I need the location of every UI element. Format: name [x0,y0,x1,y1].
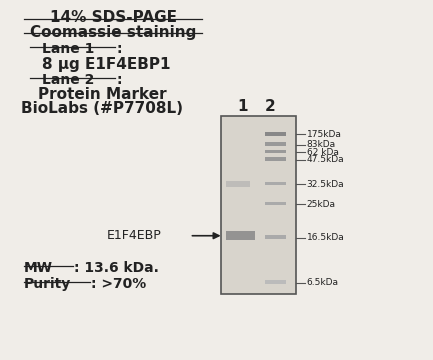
Text: Purity: Purity [24,277,71,291]
Text: 83kDa: 83kDa [307,140,336,149]
Text: Lane 1: Lane 1 [42,42,95,57]
Text: Coomassie staining: Coomassie staining [30,24,196,40]
Bar [221,116,296,294]
Text: 8 μg E1F4EBP1: 8 μg E1F4EBP1 [42,57,171,72]
Bar [265,202,285,205]
Text: 16.5kDa: 16.5kDa [307,233,345,242]
Text: 47.5kDa: 47.5kDa [307,155,344,164]
Text: : 13.6 kDa.: : 13.6 kDa. [74,261,159,275]
Text: :: : [116,73,122,87]
Bar [265,143,285,146]
Text: Lane 2: Lane 2 [42,73,95,87]
Bar [265,132,285,136]
Bar [265,235,285,239]
Text: MW: MW [24,261,53,275]
Text: 14% SDS-PAGE: 14% SDS-PAGE [49,10,177,25]
Bar [226,181,250,187]
Text: 1: 1 [237,99,248,114]
Text: 62 kDa: 62 kDa [307,148,339,157]
Text: E1F4EBP: E1F4EBP [107,229,162,242]
Text: 2: 2 [265,99,275,114]
Text: 6.5kDa: 6.5kDa [307,278,339,287]
Bar [265,182,285,185]
Text: 175kDa: 175kDa [307,130,342,139]
Bar [226,231,255,240]
Bar [265,150,285,153]
Text: :: : [116,42,122,57]
Text: 25kDa: 25kDa [307,200,336,209]
Text: Protein Marker: Protein Marker [38,87,167,102]
Text: BioLabs (#P7708L): BioLabs (#P7708L) [22,102,184,116]
Text: 32.5kDa: 32.5kDa [307,180,344,189]
Text: : >70%: : >70% [91,277,146,291]
Bar [265,280,285,284]
Bar [265,157,285,161]
